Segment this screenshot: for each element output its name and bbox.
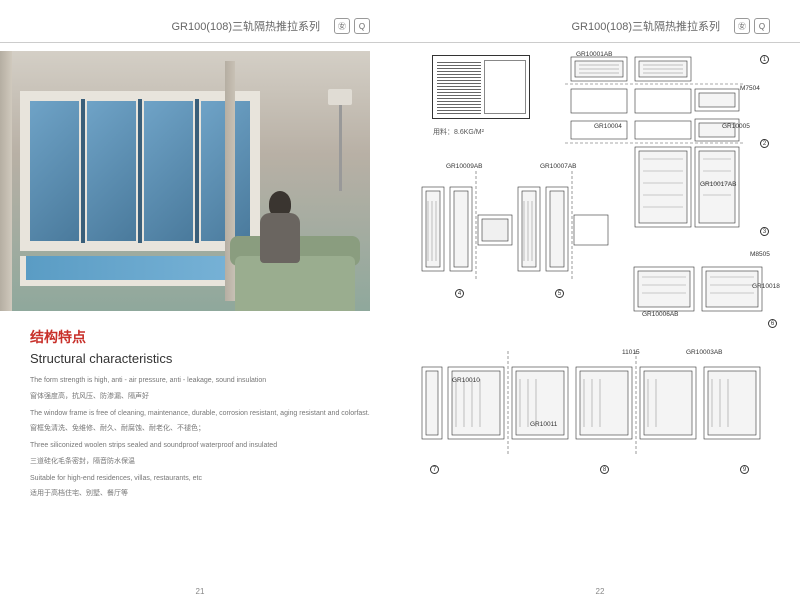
label-gr10009ab: GR10009AB xyxy=(446,163,483,170)
header-title: GR100(108)三轨隔热推拉系列 xyxy=(571,18,720,34)
header-left: GR100(108)三轨隔热推拉系列 ㊛ Q xyxy=(0,18,400,43)
circle-1: 1 xyxy=(760,55,769,64)
para-4-en: Suitable for high-end residences, villas… xyxy=(30,474,370,485)
right-page: GR100(108)三轨隔热推拉系列 ㊛ Q 用料：8.6KG/M² xyxy=(400,0,800,610)
circle-2: 2 xyxy=(760,139,769,148)
label-gr10007ab: GR10007AB xyxy=(540,163,577,170)
header-icon-1: ㊛ xyxy=(734,18,750,34)
curtain-left xyxy=(0,51,12,311)
glass-panel xyxy=(484,60,526,114)
circle-6: 6 xyxy=(768,319,777,328)
label-gr10003ab: GR10003AB xyxy=(686,349,723,356)
page-number-left: 21 xyxy=(196,587,205,596)
circle-4: 4 xyxy=(455,289,464,298)
label-m7504: M7504 xyxy=(740,85,760,92)
para-1-cn: 窗体强度高，抗风压、防渗漏、隔声好 xyxy=(30,391,370,401)
left-page: GR100(108)三轨隔热推拉系列 ㊛ Q 结构特点 Structural c… xyxy=(0,0,400,610)
window-frame xyxy=(20,91,260,251)
window-pane xyxy=(85,99,138,243)
header-icon-1: ㊛ xyxy=(334,18,350,34)
window-pane xyxy=(28,99,81,243)
label-gr10004: GR10004 xyxy=(594,123,622,130)
content-block: 结构特点 Structural characteristics The form… xyxy=(0,311,400,498)
label-m8505: M8505 xyxy=(750,251,770,258)
header-title: GR100(108)三轨隔热推拉系列 xyxy=(171,18,320,34)
material-usage: 用料：8.6KG/M² xyxy=(433,127,484,137)
header-right: GR100(108)三轨隔热推拉系列 ㊛ Q xyxy=(400,18,800,43)
lamp-shade xyxy=(328,89,352,105)
label-gr10010: GR10010 xyxy=(452,377,480,384)
lamp-pole xyxy=(339,101,342,191)
circle-8: 8 xyxy=(600,465,609,474)
para-3-en: Three siliconized woolen strips sealed a… xyxy=(30,441,370,452)
label-gr10006ab: GR10006AB xyxy=(642,311,679,318)
technical-diagrams: 用料：8.6KG/M² xyxy=(400,51,800,591)
circle-9: 9 xyxy=(740,465,749,474)
label-gr10005: GR10005 xyxy=(722,123,750,130)
para-2-en: The window frame is free of cleaning, ma… xyxy=(30,409,370,420)
para-2-cn: 窗框免清洗、免维修、耐久、耐腐蚀、耐老化、不褪色； xyxy=(30,423,370,433)
header-icon-2: Q xyxy=(754,18,770,34)
window-bottom xyxy=(20,256,260,286)
label-11015: 11015 xyxy=(622,349,640,356)
section-middle xyxy=(418,171,628,291)
label-gr10017ab: GR10017AB xyxy=(700,181,737,188)
product-photo xyxy=(0,51,370,311)
para-1-en: The form strength is high, anti - air pr… xyxy=(30,376,370,387)
title-en: Structural characteristics xyxy=(30,351,370,366)
header-icon-2: Q xyxy=(354,18,370,34)
label-gr10001ab: GR10001AB xyxy=(576,51,613,58)
para-3-cn: 三道硅化毛条密封，隔音防水保温 xyxy=(30,456,370,466)
label-gr10011: GR10011 xyxy=(530,421,557,428)
circle-3: 3 xyxy=(760,227,769,236)
person-body xyxy=(260,213,300,263)
elevation-diagram xyxy=(432,55,530,119)
window-pane xyxy=(142,99,195,243)
section-bottom xyxy=(418,351,773,461)
circle-7: 7 xyxy=(430,465,439,474)
circle-5: 5 xyxy=(555,289,564,298)
label-gr10018: GR10018 xyxy=(752,283,780,290)
screen-panel xyxy=(437,60,481,114)
title-cn: 结构特点 xyxy=(30,327,370,347)
page-number-right: 22 xyxy=(596,587,605,596)
person xyxy=(250,191,310,281)
para-4-cn: 适用于高档住宅、别墅、餐厅等 xyxy=(30,488,370,498)
